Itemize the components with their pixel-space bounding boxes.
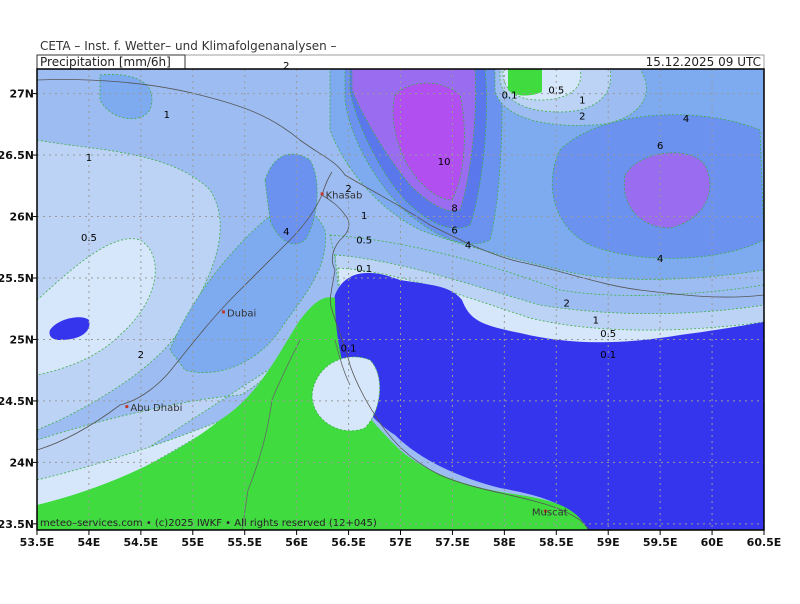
lat-tick-label: 25.5N bbox=[0, 272, 34, 285]
lon-tick-label: 59.5E bbox=[643, 536, 678, 549]
contour-band-6-8-ne bbox=[623, 152, 711, 229]
city-marker bbox=[221, 310, 225, 314]
contour-band-gt-10-center bbox=[392, 82, 465, 201]
contour-band-4-6-khasab bbox=[264, 153, 318, 245]
parameter-label: Precipitation [mm/6h] bbox=[40, 55, 171, 69]
city-label: Abu Dhabi bbox=[130, 403, 182, 414]
contour-value-label: 10 bbox=[438, 157, 451, 168]
graticule bbox=[37, 69, 764, 530]
contour-band-2-4-west bbox=[99, 74, 153, 119]
lat-tick-label: 24N bbox=[9, 456, 34, 469]
lat-tick-label: 23.5N bbox=[0, 518, 34, 531]
lon-tick-label: 59E bbox=[597, 536, 620, 549]
longitude-axis: 53.5E 54E 54.5E 55E 55.5E 56E 56.5E 57E 57.5E 58E… bbox=[20, 530, 782, 549]
lat-tick-label: 24.5N bbox=[0, 395, 34, 408]
lon-tick-label: 60.5E bbox=[747, 536, 782, 549]
city-label: Muscat bbox=[532, 508, 568, 519]
dry-area-land bbox=[37, 297, 588, 530]
contour-value-label: 1 bbox=[86, 153, 92, 164]
lon-tick-label: 60E bbox=[701, 536, 724, 549]
contour-value-label: 2 bbox=[579, 111, 585, 122]
credit-line: meteo–services.com • (c)2025 IWKF • All … bbox=[40, 518, 377, 529]
lon-tick-label: 55E bbox=[181, 536, 204, 549]
city-marker bbox=[320, 192, 324, 196]
city-marker bbox=[125, 405, 129, 409]
lon-tick-label: 54E bbox=[78, 536, 101, 549]
contour-value-label: 4 bbox=[683, 114, 689, 125]
contour-value-label: 0.5 bbox=[81, 233, 97, 244]
contour-value-label: 0.1 bbox=[356, 264, 372, 275]
contour-band-0.5-1-south bbox=[334, 254, 764, 339]
city-label: Dubai bbox=[227, 308, 256, 319]
contour-band-2-4-dubai bbox=[169, 205, 326, 373]
contour-value-label: 2 bbox=[138, 350, 144, 361]
coast-iran bbox=[37, 79, 764, 298]
contour-value-label: 4 bbox=[283, 227, 289, 238]
contour-value-label: 4 bbox=[465, 240, 471, 251]
institute-title: CETA – Inst. f. Wetter– und Klimafolgena… bbox=[40, 39, 337, 53]
lon-tick-label: 53.5E bbox=[20, 536, 55, 549]
lon-tick-label: 57E bbox=[389, 536, 412, 549]
city-label: Khasab bbox=[326, 190, 363, 201]
heavy-precip-gulf-of-oman bbox=[333, 272, 764, 530]
contour-value-label: 0.5 bbox=[600, 329, 616, 340]
border-inland bbox=[241, 339, 301, 530]
lon-tick-label: 57.5E bbox=[435, 536, 470, 549]
lat-tick-label: 25N bbox=[9, 333, 34, 346]
contour-value-label: 1 bbox=[361, 211, 367, 222]
contour-value-label: 0.5 bbox=[548, 86, 564, 97]
coast-musandam bbox=[321, 194, 591, 530]
lon-tick-label: 55.5E bbox=[227, 536, 262, 549]
contour-value-label: 0.1 bbox=[341, 344, 357, 355]
city-marker bbox=[543, 509, 547, 513]
contour-value-label: 6 bbox=[657, 141, 663, 152]
contour-value-label: 4 bbox=[657, 254, 663, 265]
contour-value-label: 1 bbox=[593, 315, 599, 326]
contour-value-label: 0.1 bbox=[502, 91, 518, 102]
contour-band-0.1-0.5-inland bbox=[311, 356, 381, 432]
dry-area-ne bbox=[508, 69, 542, 96]
lon-tick-label: 54.5E bbox=[124, 536, 159, 549]
contour-value-label: 2 bbox=[283, 61, 289, 72]
lon-tick-label: 56E bbox=[285, 536, 308, 549]
contour-value-label: 8 bbox=[451, 204, 457, 215]
lat-tick-label: 26N bbox=[9, 211, 34, 224]
contour-band-1-2-south bbox=[329, 234, 764, 331]
contour-value-label: 1 bbox=[164, 110, 170, 121]
contour-value-label: 1 bbox=[579, 95, 585, 106]
heavy-cell-west bbox=[49, 317, 90, 340]
contour-value-label: 2 bbox=[563, 298, 569, 309]
latitude-axis: 27N 26.5N 26N 25.5N 25N 24.5N 24N 23.5N bbox=[0, 88, 37, 531]
contour-value-label: 2 bbox=[345, 184, 351, 195]
lon-tick-label: 58.5E bbox=[539, 536, 574, 549]
contour-value-label: 0.1 bbox=[600, 350, 616, 361]
valid-datetime: 15.12.2025 09 UTC bbox=[646, 55, 761, 69]
contour-band-0.1-0.5-west bbox=[37, 238, 156, 376]
lon-tick-label: 58E bbox=[493, 536, 516, 549]
lat-tick-label: 27N bbox=[9, 88, 34, 101]
city-markers: Khasab Dubai Abu Dhabi Muscat bbox=[125, 190, 568, 519]
contour-value-label: 0.5 bbox=[356, 236, 372, 247]
contour-value-label: 6 bbox=[451, 226, 457, 237]
lon-tick-label: 56.5E bbox=[331, 536, 366, 549]
lat-tick-label: 26.5N bbox=[0, 149, 34, 162]
